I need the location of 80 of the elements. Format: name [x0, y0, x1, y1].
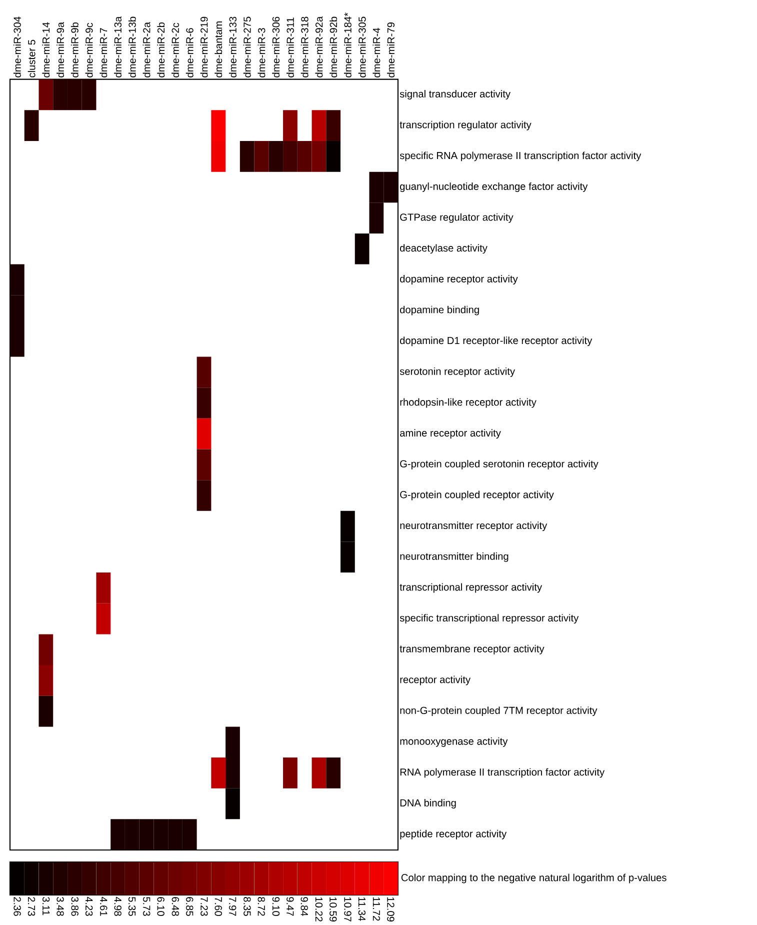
x-tick-label: dme-miR-9a	[56, 22, 64, 78]
x-tick-label: dme-miR-9c	[85, 22, 93, 78]
x-tick-label: dme-miR-6	[186, 28, 194, 78]
color-bar-label: 6.10	[157, 897, 164, 916]
color-bar-label: 5.35	[128, 896, 136, 916]
y-tick-label: serotonin receptor activity	[400, 367, 516, 377]
x-tick-label: dme-miR-92b	[330, 16, 338, 78]
y-tick-label: G-protein coupled serotonin receptor activity	[400, 460, 598, 470]
y-tick-label: rhodopsin-like receptor activity	[400, 398, 536, 408]
color-bar-title: Color mapping to the negative natural logarithm of p-values	[401, 874, 666, 884]
y-tick-label: amine receptor activity	[400, 429, 501, 439]
color-bar-label: 9.47	[286, 897, 294, 916]
color-bar-label: 7.97	[228, 897, 236, 916]
y-tick-label: guanyl-nucleotide exchange factor activity	[400, 182, 588, 192]
x-tick-label: dme-miR-92a	[315, 16, 323, 78]
y-tick-label: dopamine D1 receptor-like receptor activity	[400, 336, 592, 346]
y-tick-label: specific RNA polymerase II transcription factor activity	[400, 152, 642, 162]
x-tick-label: dme-miR-275	[243, 16, 251, 78]
color-bar-label: 3.86	[71, 896, 78, 916]
x-tick-label: dme-miR-9b	[70, 22, 78, 78]
color-bar-label: 4.23	[85, 896, 93, 916]
x-tick-label: dme-miR-304	[13, 16, 21, 78]
color-bar-label: 4.98	[114, 896, 122, 916]
color-bar-label: 4.61	[100, 896, 108, 916]
x-tick-label: dme-miR-7	[100, 28, 108, 78]
x-tick-label: dme-miR-13b	[128, 16, 136, 78]
color-bar-label: 9.84	[300, 897, 308, 916]
color-bar-label: 10.22	[315, 897, 323, 922]
x-tick-label: dme-miR-4	[372, 28, 380, 78]
y-tick-label: neurotransmitter binding	[400, 552, 508, 562]
y-tick-label: non-G-protein coupled 7TM receptor activity	[400, 706, 598, 716]
color-bar-label: 7.23	[200, 897, 208, 916]
y-tick-label: monooxygenase activity	[400, 737, 508, 747]
y-tick-label: signal transducer activity	[400, 90, 511, 100]
x-tick-label: dme-miR-2a	[142, 22, 150, 78]
x-tick-label: dme-bantam	[214, 22, 222, 78]
y-tick-label: transmembrane receptor activity	[400, 644, 544, 654]
y-tick-label: transcriptional repressor activity	[400, 583, 542, 593]
color-bar-label: 3.11	[42, 896, 50, 916]
x-tick-label: dme-miR-2c	[172, 22, 179, 78]
y-tick-label: dopamine binding	[400, 306, 479, 316]
y-tick-label: transcription regulator activity	[400, 120, 532, 130]
y-tick-label: deacetylase activity	[400, 244, 488, 254]
color-bar-label: 3.48	[56, 896, 64, 916]
color-bar-label: 10.97	[344, 897, 352, 922]
color-bar-label: 12.09	[387, 897, 394, 922]
color-bar-label: 6.48	[172, 897, 180, 916]
x-tick-label: dme-miR-219	[200, 16, 208, 78]
color-bar-label: 8.72	[258, 897, 265, 916]
y-tick-label: RNA polymerase II transcription factor activity	[400, 768, 605, 778]
x-tick-label: dme-miR-13a	[114, 16, 122, 78]
x-tick-label: dme-miR-3	[258, 28, 266, 78]
y-tick-label: G-protein coupled receptor activity	[400, 490, 554, 500]
x-tick-label: dme-miR-79	[387, 22, 395, 78]
color-bar-label: 2.73	[28, 897, 36, 916]
color-bar-label: 7.60	[214, 897, 222, 916]
x-tick-label: dme-miR-306	[272, 16, 280, 78]
x-tick-label: dme-miR-318	[300, 16, 308, 78]
x-tick-label: dme-miR-311	[286, 18, 294, 78]
x-tick-label: dme-miR-184*	[344, 12, 352, 78]
x-tick-label: dme-miR-2b	[157, 22, 165, 78]
y-tick-label: receptor activity	[400, 676, 471, 686]
y-tick-label: GTPase regulator activity	[400, 213, 514, 223]
x-tick-label: dme-miR-14	[42, 22, 50, 78]
color-bar-label: 8.35	[244, 897, 251, 916]
x-tick-label: dme-miR-305	[358, 16, 366, 78]
y-tick-label: dopamine receptor activity	[400, 274, 518, 284]
color-bar-label: 11.34	[358, 897, 366, 921]
color-bar-label: 11.72	[372, 897, 380, 921]
x-tick-label: dme-miR-133	[229, 16, 236, 78]
y-tick-label: neurotransmitter receptor activity	[400, 522, 548, 532]
color-bar-label: 6.85	[186, 897, 194, 916]
color-bar-label: 10.59	[330, 897, 337, 922]
color-bar-label: 5.73	[143, 896, 150, 916]
y-tick-label: peptide receptor activity	[400, 830, 507, 840]
color-bar-label: 2.36	[14, 897, 21, 916]
x-tick-label: cluster 5	[28, 40, 36, 78]
y-tick-label: specific transcriptional repressor activity	[400, 614, 579, 624]
y-tick-label: DNA binding	[400, 799, 456, 808]
color-bar-label: 9.10	[272, 897, 280, 916]
